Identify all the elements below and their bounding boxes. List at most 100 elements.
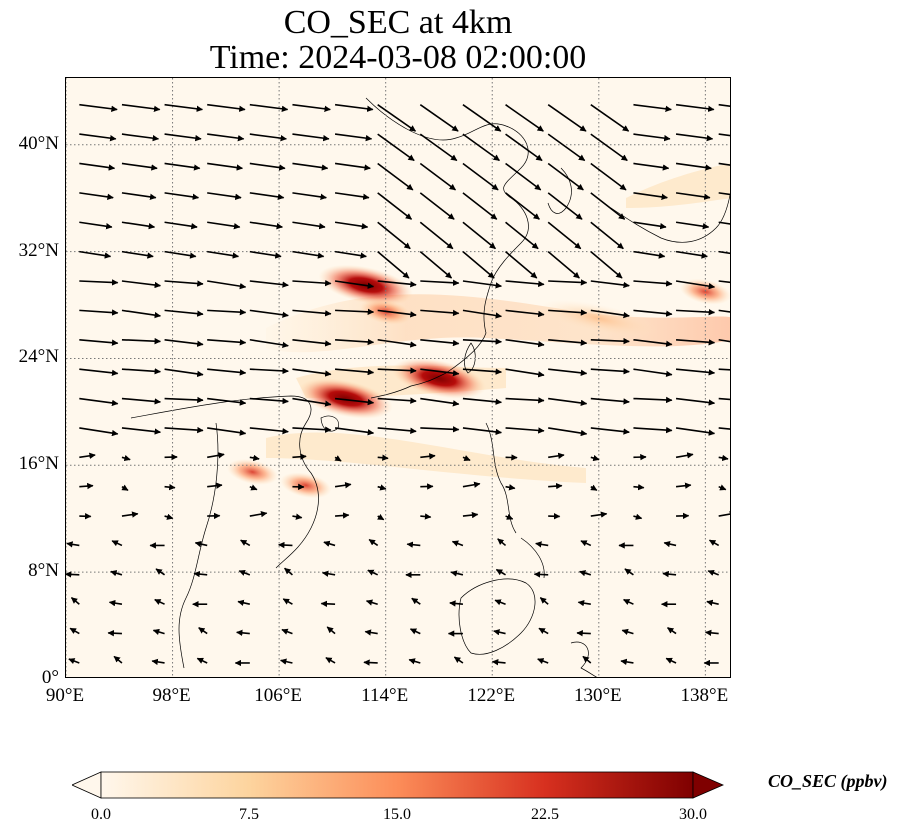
wind-arrow <box>419 192 455 220</box>
wind-arrow <box>207 162 243 171</box>
wind-arrow <box>590 427 630 435</box>
wind-arrow <box>718 162 730 166</box>
wind-arrow <box>249 250 282 259</box>
wind-arrow <box>505 427 545 434</box>
wind-arrow <box>164 309 204 317</box>
map-svg <box>66 78 730 677</box>
wind-arrow <box>249 510 268 518</box>
wind-arrow <box>548 309 588 316</box>
wind-arrow <box>419 162 456 191</box>
lon-tick-label: 90°E <box>45 685 85 706</box>
wind-arrow <box>663 540 677 548</box>
wind-arrow <box>497 538 507 547</box>
colorbar-tick-label: 30.0 <box>679 806 707 823</box>
wind-arrow <box>462 481 481 488</box>
wind-arrow <box>278 541 293 549</box>
wind-arrow <box>282 598 293 605</box>
lon-tick-label: 122°E <box>467 685 516 706</box>
wind-arrow <box>633 309 673 317</box>
wind-arrow <box>334 250 367 259</box>
wind-arrow <box>335 512 350 519</box>
wind-arrow <box>238 569 251 576</box>
wind-arrow <box>505 104 544 132</box>
wind-arrow <box>207 221 241 230</box>
wind-arrow <box>121 250 154 259</box>
wind-arrow <box>462 133 500 162</box>
wind-arrow <box>548 452 565 459</box>
wind-arrow <box>590 397 630 405</box>
wind-arrow <box>108 599 123 607</box>
wind-arrow <box>292 338 332 347</box>
wind-arrow <box>377 454 389 461</box>
map-title-line2: Time: 2024-03-08 02:00:00 <box>209 39 587 76</box>
wind-arrow <box>420 338 460 347</box>
lat-tick-label: 8°N <box>28 560 59 582</box>
colorbar-tick-label: 7.5 <box>239 806 259 823</box>
wind-arrow <box>377 162 414 191</box>
wind-arrow <box>207 427 247 436</box>
wind-arrow <box>325 657 336 664</box>
wind-arrow <box>419 221 454 250</box>
wind-arrow <box>409 628 421 635</box>
wind-arrow <box>675 250 708 259</box>
wind-arrow <box>207 482 223 489</box>
wind-arrow <box>292 221 326 230</box>
wind-arrow <box>164 426 204 434</box>
wind-arrow <box>675 452 694 459</box>
wind-arrow <box>633 250 666 259</box>
wind-arrow <box>377 367 417 374</box>
wind-arrow <box>675 427 716 436</box>
wind-arrow <box>633 426 673 434</box>
wind-arrow <box>495 568 506 576</box>
wind-arrow <box>462 192 498 220</box>
wind-arrow <box>419 133 458 162</box>
wind-arrow <box>320 600 336 608</box>
wind-arrow <box>121 484 129 491</box>
wind-arrow <box>718 368 730 371</box>
wind-arrow <box>419 104 459 132</box>
wind-arrow <box>580 540 592 547</box>
wind-arrow <box>576 630 591 637</box>
wind-arrow <box>718 103 730 107</box>
wind-arrow <box>624 568 634 576</box>
wind-arrow <box>675 482 692 489</box>
wind-arrow <box>419 251 453 279</box>
wind-arrow <box>548 482 563 490</box>
wind-arrow <box>590 454 600 462</box>
wind-arrow <box>79 221 113 230</box>
wind-arrow <box>718 192 730 196</box>
wind-arrow <box>547 221 582 250</box>
wind-arrow <box>408 658 421 665</box>
lat-tick-label: 0° <box>41 667 59 688</box>
wind-arrow <box>334 162 371 171</box>
wind-arrow <box>377 338 417 348</box>
wind-arrow <box>281 628 293 635</box>
wind-arrow <box>676 308 716 316</box>
wind-arrow <box>420 368 460 377</box>
wind-arrow <box>633 221 667 230</box>
wind-arrow <box>121 511 139 518</box>
wind-arrow <box>323 540 336 547</box>
wind-arrow <box>505 484 516 491</box>
wind-arrow <box>249 367 289 375</box>
wind-arrow <box>420 453 436 460</box>
wind-arrow <box>633 103 672 112</box>
wind-arrow <box>121 427 161 435</box>
wind-arrow <box>280 658 293 665</box>
wind-arrow <box>462 162 499 191</box>
wind-arrow <box>121 162 158 171</box>
wind-arrow <box>377 104 417 132</box>
wind-arrow <box>633 396 673 404</box>
wind-arrow <box>249 103 289 112</box>
wind-arrow <box>196 657 208 664</box>
wind-arrow <box>590 104 630 132</box>
wind-arrow <box>633 280 673 287</box>
wind-arrow <box>491 659 506 666</box>
wind-arrow <box>675 192 711 201</box>
wind-arrow <box>237 599 250 606</box>
wind-arrow <box>79 452 96 459</box>
wind-arrow <box>207 280 247 290</box>
wind-arrow <box>207 133 245 142</box>
wind-arrow <box>363 659 378 666</box>
wind-arrow <box>462 511 479 519</box>
